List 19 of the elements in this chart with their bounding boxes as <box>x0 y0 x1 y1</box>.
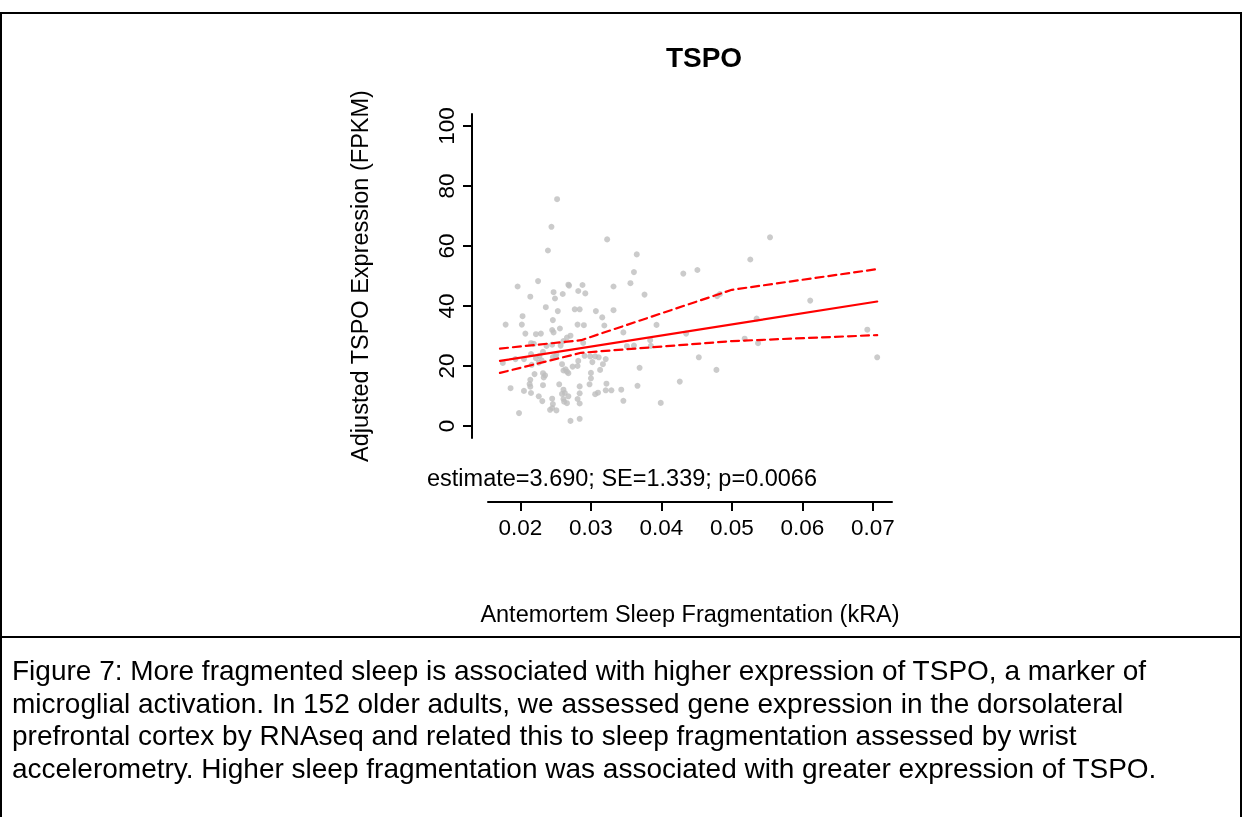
chart-title: TSPO <box>665 41 743 73</box>
x-tick-label: 0.05 <box>710 515 754 540</box>
y-tick-label: 40 <box>434 293 459 319</box>
x-tick-label: 0.02 <box>498 515 543 540</box>
x-tick-label: 0.07 <box>851 515 895 540</box>
y-tick-label: 0 <box>434 419 459 433</box>
x-tick-label: 0.06 <box>780 515 825 540</box>
y-tick-label: 100 <box>434 107 459 145</box>
y-tick-label: 20 <box>434 353 459 379</box>
x-tick-label: 0.03 <box>569 515 613 540</box>
y-axis-title: Adjusted TSPO Expression (FPKM) <box>347 90 373 462</box>
y-tick-label: 60 <box>434 233 459 259</box>
caption: Figure 7: More fragmented sleep is associated with higher expression of TSPO, a marker of microglial activation. In 152 older adults, we assessed gene expression in the dorsolateral prefrontal cortex by RNAseq and related this to sleep fragmentation assessed by wrist accelerometry. Higher sleep fragmentation was associated with greater expression of TSPO. <box>12 655 1158 785</box>
y-tick-label: 80 <box>434 173 459 199</box>
line-series <box>498 268 879 350</box>
x-tick-label: 0.04 <box>639 515 684 540</box>
line-series <box>498 334 879 374</box>
x-axis-title: Antemortem Sleep Fragmentation (kRA) <box>480 601 900 627</box>
text: estimate=3.690; SE=1.339; p=0.0066 <box>426 465 818 491</box>
